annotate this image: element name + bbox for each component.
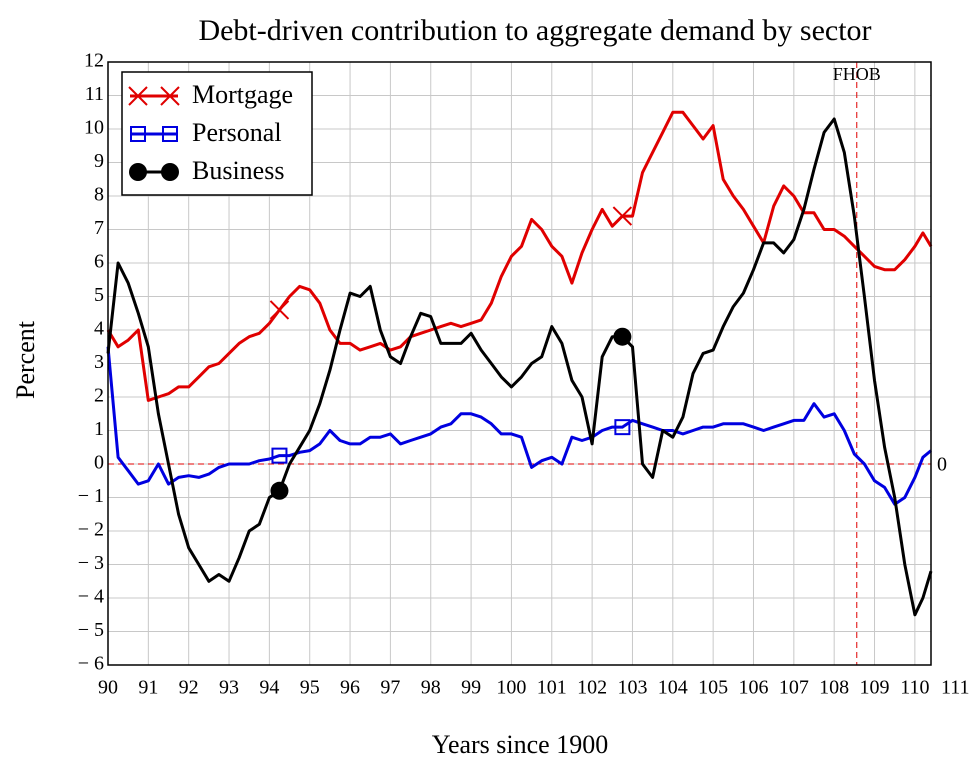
x-tick-label: 93 xyxy=(219,677,239,699)
x-tick-label: 92 xyxy=(179,677,199,699)
y-tick-label: 4 xyxy=(94,318,104,340)
x-axis-label: Years since 1900 xyxy=(432,730,608,759)
legend-label: Mortgage xyxy=(192,80,293,109)
x-tick-label: 90 xyxy=(98,677,118,699)
series-line xyxy=(106,346,932,506)
y-tick-label: 2 xyxy=(94,385,104,407)
legend-marker xyxy=(128,86,148,106)
y-tick-label: − 4 xyxy=(78,586,104,608)
series-marker xyxy=(270,481,289,500)
x-tick-label: 99 xyxy=(461,677,481,699)
x-tick-label: 95 xyxy=(300,677,320,699)
y-tick-label: 8 xyxy=(94,184,104,206)
y-tick-label: 9 xyxy=(94,150,104,172)
series-marker xyxy=(613,327,632,346)
legend-label: Business xyxy=(192,156,284,185)
y-tick-label: 12 xyxy=(84,50,104,72)
y-tick-label: − 3 xyxy=(78,552,104,574)
y-tick-label: 10 xyxy=(84,117,104,139)
series-marker xyxy=(271,447,288,464)
y-tick-label: 11 xyxy=(85,83,104,105)
x-tick-label: 98 xyxy=(421,677,441,699)
legend-marker xyxy=(160,86,180,106)
x-tick-label: 107 xyxy=(779,677,809,699)
x-tick-label: 105 xyxy=(698,677,728,699)
x-tick-label: 104 xyxy=(658,677,688,699)
y-axis-label: Percent xyxy=(11,320,40,399)
plot-frame xyxy=(107,61,932,666)
x-tick-label: 109 xyxy=(860,677,890,699)
chart-title: Debt-driven contribution to aggregate de… xyxy=(198,14,871,47)
series-line xyxy=(106,117,933,617)
y-tick-label: 0 xyxy=(94,452,104,474)
x-tick-label: 100 xyxy=(496,677,526,699)
x-tick-label: 103 xyxy=(617,677,647,699)
y-tick-label: − 1 xyxy=(78,485,104,507)
x-tick-label: 106 xyxy=(738,677,768,699)
y-tick-label: 1 xyxy=(94,418,104,440)
y-tick-label: 3 xyxy=(94,351,104,373)
legend-label: Personal xyxy=(192,118,282,147)
x-tick-label: 108 xyxy=(819,677,849,699)
y-tick-label: 7 xyxy=(94,217,104,239)
x-tick-label: 110 xyxy=(900,677,929,699)
series-marker xyxy=(614,419,631,436)
x-tick-label: 97 xyxy=(380,677,400,699)
series-line xyxy=(106,110,933,402)
series-marker xyxy=(612,206,633,226)
legend-marker xyxy=(129,163,147,181)
series-marker xyxy=(269,300,290,320)
x-tick-label: 94 xyxy=(259,677,279,699)
x-tick-label: 96 xyxy=(340,677,360,699)
legend-marker xyxy=(161,163,179,181)
x-tick-label: 91 xyxy=(138,677,158,699)
x-tick-label: 102 xyxy=(577,677,607,699)
x-tick-label: 111 xyxy=(941,677,970,699)
fhob-label: FHOB xyxy=(833,64,881,84)
zero-line-label: 0 xyxy=(937,454,947,476)
legend-marker xyxy=(162,126,178,142)
y-tick-label: 6 xyxy=(94,251,104,273)
y-tick-label: − 5 xyxy=(78,619,104,641)
y-tick-label: 5 xyxy=(94,284,104,306)
y-tick-label: − 6 xyxy=(78,653,104,675)
legend-marker xyxy=(130,126,146,142)
y-tick-label: − 2 xyxy=(78,519,104,541)
x-tick-label: 101 xyxy=(537,677,567,699)
